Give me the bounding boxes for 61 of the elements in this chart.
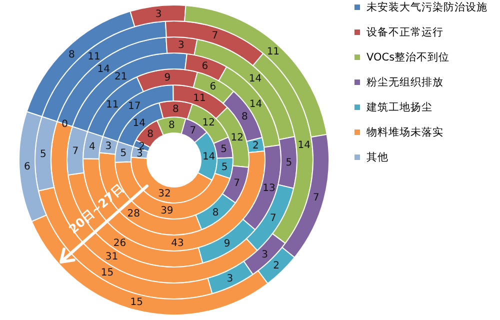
data-label: 11: [106, 99, 119, 110]
data-label: 13: [262, 182, 276, 194]
data-label: 7: [212, 30, 218, 42]
data-label: 3: [262, 249, 268, 260]
data-label: 5: [221, 162, 228, 174]
legend-label: 物料堆场未落实: [366, 125, 444, 138]
data-label: 7: [72, 146, 79, 158]
data-label: 26: [113, 238, 126, 249]
data-label: 7: [234, 178, 240, 190]
legend-label: 建筑工地扬尘: [366, 100, 432, 114]
data-label: 32: [158, 188, 171, 200]
data-label: 11: [193, 93, 206, 104]
data-label: 12: [202, 118, 215, 129]
data-label: 2: [252, 140, 259, 152]
data-label: 6: [202, 60, 208, 72]
data-label: 14: [97, 64, 110, 76]
data-label: 14: [132, 118, 146, 129]
data-label: 3: [155, 8, 162, 20]
data-label: 43: [171, 238, 184, 249]
data-label: 8: [168, 120, 175, 132]
data-label: 3: [226, 273, 234, 284]
data-label: 8: [212, 208, 219, 219]
data-label: 11: [266, 46, 280, 58]
data-label: 11: [88, 51, 100, 62]
legend-label: 粉尘无组织排放: [366, 75, 444, 88]
data-label: 39: [160, 206, 174, 217]
data-label: 3: [136, 148, 143, 160]
data-label: 12: [230, 132, 244, 144]
data-label: 9: [224, 238, 230, 250]
data-label: 5: [220, 144, 227, 155]
data-label: 9: [164, 72, 171, 84]
legend-label: VOCs整治不到位: [366, 51, 450, 64]
data-label: 5: [120, 148, 127, 159]
data-label: 17: [128, 100, 141, 112]
data-label: 2: [273, 260, 280, 272]
data-label: 14: [298, 140, 310, 151]
legend-label: 设备不正常运行: [366, 25, 444, 38]
data-label: 15: [130, 297, 143, 308]
data-label: 7: [190, 126, 196, 137]
data-label: 5: [40, 148, 46, 160]
data-label: 8: [241, 111, 248, 122]
data-label: 31: [105, 252, 118, 263]
legend-label: 其他: [366, 150, 388, 164]
data-label: 6: [24, 162, 30, 173]
data-label: 7: [312, 192, 320, 204]
data-label: 14: [202, 151, 216, 162]
data-label: 3: [105, 141, 112, 152]
data-label: 8: [147, 129, 154, 140]
data-label: 21: [114, 71, 128, 82]
data-label: 14: [248, 74, 262, 85]
data-label: 3: [178, 40, 184, 52]
data-label: 5: [286, 157, 292, 168]
data-label: 4: [88, 141, 96, 152]
data-label: 8: [68, 49, 75, 60]
data-label: 28: [127, 208, 140, 220]
data-label: 7: [270, 213, 276, 224]
data-label: 6: [210, 82, 216, 93]
data-label: 8: [172, 104, 179, 116]
data-label: 15: [100, 268, 114, 279]
data-label: 14: [249, 99, 262, 110]
legend-label: 未安装大气污染防治设施: [366, 0, 488, 14]
